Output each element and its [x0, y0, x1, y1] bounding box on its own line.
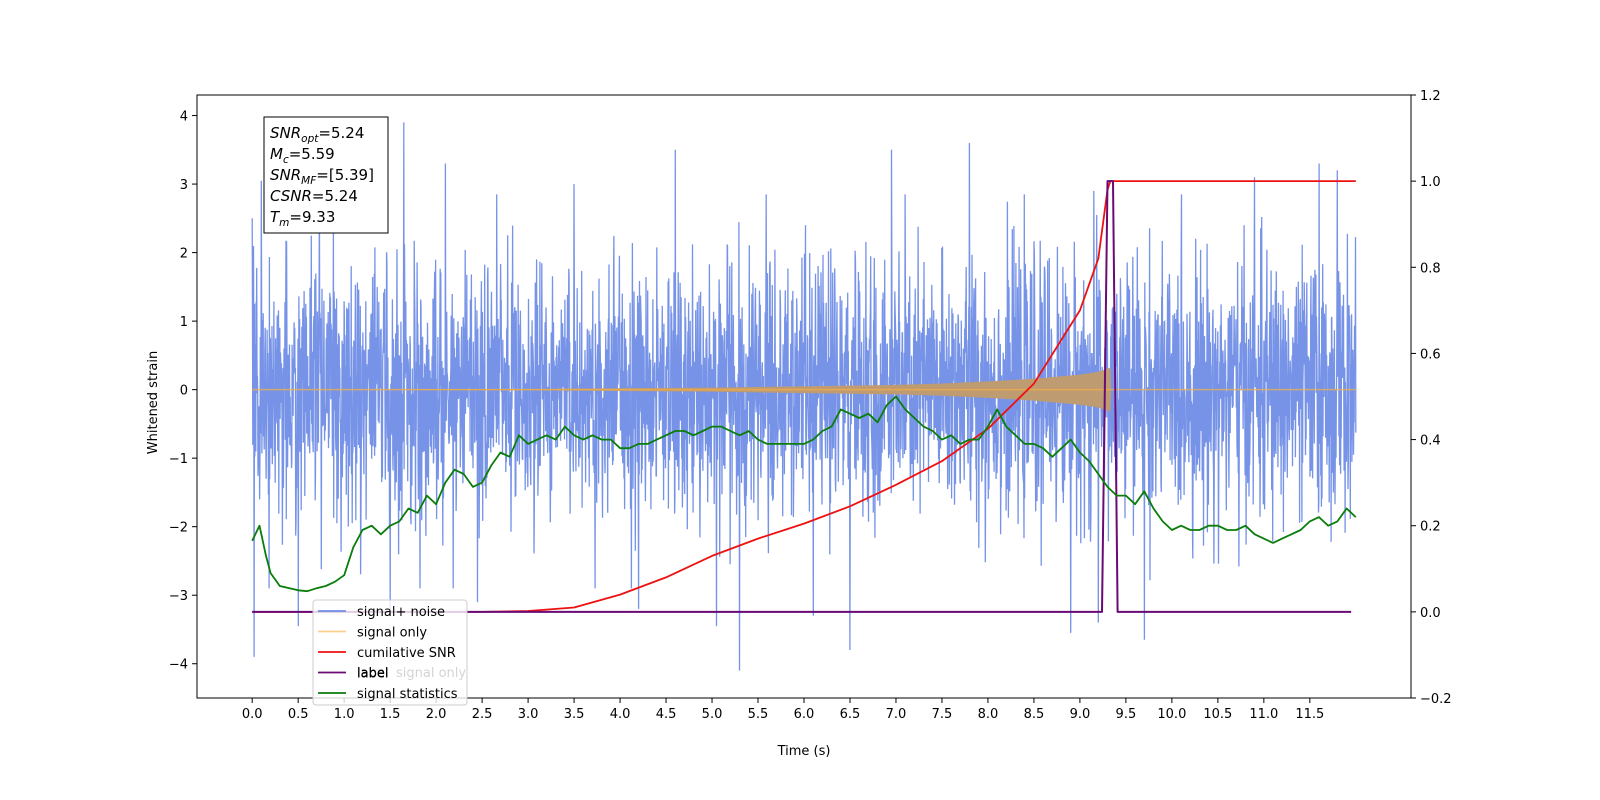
- y-left-tick-label: −4: [169, 658, 188, 673]
- legend-label-top: label: [357, 666, 388, 681]
- y-right-tick-label: 1.2: [1420, 89, 1441, 104]
- annotation-line: SNRopt=5.24: [270, 124, 364, 145]
- x-tick-label: 9.0: [1070, 707, 1091, 722]
- y-left-tick-label: −3: [169, 589, 188, 604]
- annotation-line: CSNR=5.24: [270, 187, 358, 205]
- y-right-tick-label: 0.4: [1420, 434, 1441, 449]
- x-tick-label: 10.0: [1157, 707, 1186, 722]
- x-tick-label: 6.5: [840, 707, 861, 722]
- signal-noise-series: [251, 122, 1357, 671]
- y-right-tick-label: 0.0: [1420, 606, 1441, 621]
- annotation-line: SNRMF=[5.39]: [270, 166, 374, 187]
- legend-label: cumilative SNR: [357, 646, 456, 661]
- x-tick-label: 8.5: [1024, 707, 1045, 722]
- x-tick-label: 3.5: [564, 707, 585, 722]
- y-left-tick-label: −1: [169, 452, 188, 467]
- signal-statistics-line: [251, 395, 1357, 593]
- x-tick-label: 2.5: [472, 707, 493, 722]
- annotation-line: Tm=9.33: [270, 208, 335, 229]
- legend-label: label: [357, 667, 388, 682]
- x-tick-label: 4.0: [610, 707, 631, 722]
- x-tick-label: 5.5: [748, 707, 769, 722]
- x-tick-label: 8.0: [978, 707, 999, 722]
- signal-noise-line: [251, 122, 1357, 671]
- y-right-tick-label: 0.8: [1420, 261, 1441, 276]
- y-right-tick-label: 0.2: [1420, 520, 1441, 535]
- x-tick-label: 11.0: [1249, 707, 1278, 722]
- x-tick-label: 3.0: [518, 707, 539, 722]
- y-right-tick-label: 1.0: [1420, 175, 1441, 190]
- x-tick-label: 10.5: [1203, 707, 1232, 722]
- signal-only-series: [252, 367, 1356, 412]
- y-axis-label: Whitened strain: [146, 351, 161, 454]
- y-left-tick-label: 2: [180, 247, 188, 262]
- axis-ticks: 0.0 0.5 1.0 1.5 2.0 2.5 3.0 3.5 4.0 4.5 5.0 5.5 6.0 6…: [169, 89, 1452, 722]
- x-tick-label: 7.5: [932, 707, 953, 722]
- y-left-tick-label: 3: [180, 178, 188, 193]
- signal-statistics-series: [251, 395, 1357, 593]
- x-tick-label: 2.0: [426, 707, 447, 722]
- legend-box: [312, 599, 468, 706]
- x-tick-label: 0.0: [242, 707, 263, 722]
- y-left-tick-label: 1: [180, 315, 188, 330]
- y-left-tick-label: −2: [169, 521, 188, 536]
- x-tick-label: 1.0: [334, 707, 355, 722]
- legend-label: signal statistics: [357, 687, 458, 702]
- label-line: [252, 180, 1352, 613]
- annotation-line: Mc=5.59: [270, 145, 335, 166]
- y-right-tick-label: −0.2: [1420, 692, 1452, 707]
- legend-ghost-label: signal only: [396, 666, 466, 681]
- legend: signal+ noise signal only cumilative SNR la…: [312, 599, 468, 706]
- y-right-tick-label: 0.6: [1420, 347, 1441, 362]
- x-tick-label: 6.0: [794, 707, 815, 722]
- y-left-tick-label: 4: [180, 110, 188, 125]
- x-tick-label: 9.5: [1116, 707, 1137, 722]
- x-tick-label: 7.0: [886, 707, 907, 722]
- x-tick-label: 11.5: [1295, 707, 1324, 722]
- cumulative-snr-series: [252, 180, 1356, 613]
- x-axis-label: Time (s): [777, 744, 831, 759]
- x-tick-label: 5.0: [702, 707, 723, 722]
- annotation-box: [263, 116, 389, 234]
- x-tick-label: 4.5: [656, 707, 677, 722]
- x-tick-label: 1.5: [380, 707, 401, 722]
- x-tick-label: 0.5: [288, 707, 309, 722]
- legend-label: signal only: [357, 626, 427, 641]
- y-left-tick-label: 0: [180, 384, 188, 399]
- label-series: [252, 180, 1352, 613]
- legend-label: signal+ noise: [357, 605, 445, 620]
- cumulative-snr-line: [252, 180, 1356, 613]
